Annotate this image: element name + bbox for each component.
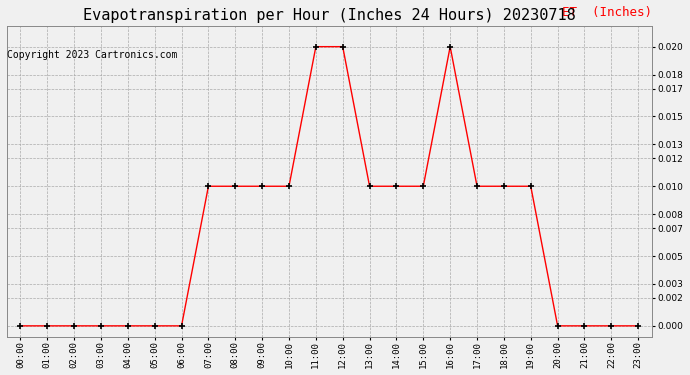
Text: Copyright 2023 Cartronics.com: Copyright 2023 Cartronics.com [7, 50, 177, 60]
Title: Evapotranspiration per Hour (Inches 24 Hours) 20230718: Evapotranspiration per Hour (Inches 24 H… [83, 8, 575, 23]
Text: ET  (Inches): ET (Inches) [562, 6, 651, 20]
